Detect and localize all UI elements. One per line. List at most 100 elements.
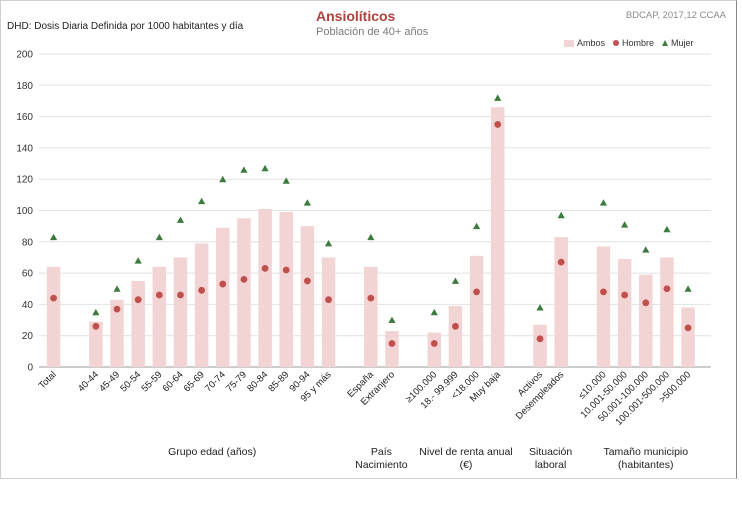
bar-ambos	[279, 212, 293, 367]
point-hombre	[388, 340, 396, 347]
point-hombre	[92, 322, 100, 330]
point-hombre	[261, 265, 269, 272]
chart-source: BDCAP, 2017,12 CCAA	[625, 10, 726, 21]
bar-ambos	[258, 208, 272, 367]
point-mujer	[240, 166, 248, 173]
bar-ambos	[216, 227, 230, 367]
bar-ambos	[554, 237, 568, 367]
y-tick-label: 60	[22, 269, 34, 280]
y-tick-label: 20	[22, 331, 34, 342]
bar-ambos	[173, 257, 188, 367]
x-tick-label: 85-89	[266, 369, 291, 394]
point-mujer	[176, 216, 185, 223]
legend-item-mujer: Mujer	[662, 38, 694, 48]
point-mujer	[134, 257, 142, 264]
bar-ambos	[639, 274, 653, 367]
point-mujer	[557, 211, 565, 219]
chart-subtitle: Población de 40+ años	[316, 26, 429, 38]
legend-label-mujer: Mujer	[671, 38, 694, 48]
point-hombre	[452, 322, 459, 330]
legend-item-hombre: Hombre	[613, 38, 654, 48]
bar-ambos	[490, 107, 505, 368]
bar-ambos	[533, 324, 547, 367]
point-hombre	[282, 266, 290, 274]
point-mujer	[324, 239, 333, 247]
point-hombre	[367, 294, 375, 302]
point-mujer	[49, 233, 58, 241]
chart-title: Ansiolíticos	[316, 8, 396, 24]
point-hombre	[155, 291, 163, 299]
legend-swatch-mujer	[662, 40, 669, 46]
point-mujer	[303, 199, 311, 206]
y-tick-label: 40	[22, 300, 34, 311]
point-mujer	[494, 94, 502, 101]
x-tick-label: 80-84	[245, 369, 270, 394]
group-label: Grupo edad (años)	[168, 446, 256, 458]
point-hombre	[600, 288, 607, 296]
point-hombre	[494, 121, 502, 128]
point-hombre	[240, 275, 248, 283]
point-hombre	[177, 291, 184, 299]
bar-ambos	[660, 257, 674, 367]
point-hombre	[621, 291, 629, 299]
y-tick-label: 80	[22, 237, 34, 248]
chart-legend: Ambos Hombre Mujer	[564, 38, 694, 48]
bar-ambos	[448, 305, 463, 367]
bar-ambos	[321, 257, 336, 367]
y-tick-label: 160	[16, 112, 33, 123]
group-label: Situación	[529, 446, 572, 458]
legend-item-ambos: Ambos	[564, 38, 605, 48]
y-tick-label: 140	[16, 143, 33, 154]
bar-ambos	[131, 280, 145, 367]
point-hombre	[303, 277, 311, 285]
chart-frame: DHD: Dosis Diaria Definida por 1000 habi…	[0, 0, 737, 479]
x-tick-label: 55-59	[139, 369, 164, 394]
point-mujer	[536, 304, 544, 311]
x-tick-label: 75-79	[224, 369, 249, 394]
point-hombre	[473, 288, 480, 296]
x-tick-label: 60-64	[161, 369, 186, 394]
x-tick-label: 45-49	[97, 369, 122, 394]
group-label: Nacimiento	[355, 459, 408, 471]
point-mujer	[642, 246, 650, 253]
point-hombre	[642, 299, 650, 307]
group-label: (€)	[460, 459, 473, 471]
bar-ambos	[152, 266, 167, 367]
point-mujer	[155, 233, 163, 241]
point-hombre	[219, 280, 227, 288]
point-hombre	[325, 296, 332, 304]
legend-label-ambos: Ambos	[577, 38, 606, 48]
x-tick-label: 50-54	[118, 369, 143, 394]
point-mujer	[219, 175, 227, 183]
point-hombre	[113, 305, 121, 313]
bar-ambos	[596, 246, 611, 367]
bar-ambos	[617, 259, 632, 367]
group-label: Nivel de renta anual	[419, 446, 512, 458]
bar-ambos	[237, 218, 251, 367]
point-mujer	[621, 221, 629, 228]
y-axis-label: DHD: Dosis Diaria Definida por 1000 habi…	[7, 21, 244, 32]
y-tick-label: 0	[27, 363, 33, 374]
x-tick-label: Total	[37, 369, 59, 391]
point-hombre	[50, 294, 57, 302]
point-hombre	[134, 296, 142, 304]
x-tick-label: 65-69	[182, 369, 207, 394]
point-hombre	[663, 285, 671, 293]
point-mujer	[472, 222, 481, 230]
x-tick-label: 70-74	[203, 369, 228, 394]
y-tick-label: 200	[16, 50, 33, 61]
point-hombre	[684, 324, 692, 332]
point-mujer	[367, 233, 375, 241]
point-hombre	[536, 335, 544, 343]
bar-ambos	[110, 299, 124, 367]
point-mujer	[388, 316, 396, 324]
point-hombre	[198, 286, 206, 294]
group-label: (habitantes)	[618, 459, 673, 471]
bar-ambos	[427, 332, 442, 367]
bar-ambos	[89, 321, 103, 367]
point-mujer	[261, 164, 269, 172]
legend-swatch-ambos	[564, 39, 574, 47]
x-tick-label: 40-44	[76, 369, 101, 394]
y-tick-label: 180	[16, 81, 33, 92]
point-mujer	[451, 277, 460, 284]
